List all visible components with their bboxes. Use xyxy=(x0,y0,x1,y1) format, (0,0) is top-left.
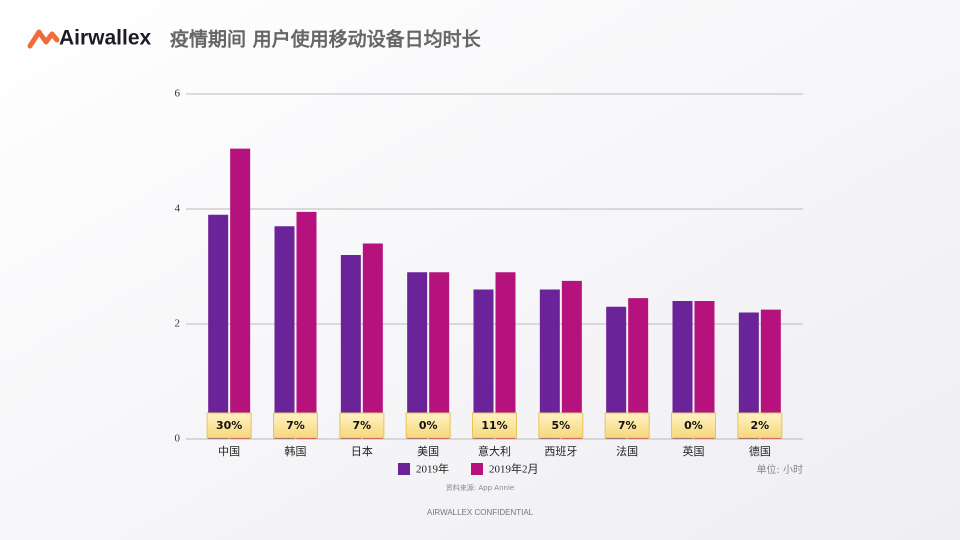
growth-box xyxy=(206,412,252,439)
bar xyxy=(672,301,693,439)
growth-box xyxy=(737,412,783,439)
growth-label: 7% xyxy=(618,419,637,432)
growth-label: 7% xyxy=(286,419,305,432)
bar xyxy=(340,255,361,439)
growth-box xyxy=(339,412,385,439)
legend-swatch xyxy=(398,463,410,475)
bar xyxy=(738,312,759,439)
x-tick-label: 韩国 xyxy=(285,444,307,458)
x-tick-label: 德国 xyxy=(749,444,771,458)
x-tick-label: 西班牙 xyxy=(544,445,577,458)
footer: AIRWALLEX CONFIDENTIAL xyxy=(427,508,534,517)
growth-label: 2% xyxy=(750,419,769,432)
growth-box xyxy=(671,412,716,439)
y-tick-label: 2 xyxy=(175,318,181,330)
bar xyxy=(495,272,516,439)
growth-label: 5% xyxy=(551,419,570,432)
bar xyxy=(362,243,383,439)
growth-box xyxy=(273,412,318,439)
x-tick-label: 英国 xyxy=(683,444,705,458)
growth-label: 0% xyxy=(419,419,438,432)
growth-box xyxy=(538,412,584,439)
chart-title: 疫情期间 用户使用移动设备日均时长 xyxy=(170,28,482,51)
x-tick-label: 中国 xyxy=(218,445,240,458)
x-tick-label: 日本 xyxy=(351,444,373,458)
legend-swatch xyxy=(471,463,483,475)
x-tick-label: 法国 xyxy=(616,444,638,458)
growth-label: 11% xyxy=(481,419,507,432)
growth-box xyxy=(604,412,650,439)
bar xyxy=(473,289,494,439)
growth-label: 30% xyxy=(216,419,242,432)
unit-note: 单位: 小时 xyxy=(756,463,803,476)
brand: Airwallex xyxy=(59,27,152,50)
bar xyxy=(296,211,317,439)
bar xyxy=(208,214,229,439)
bar xyxy=(606,306,627,439)
bar xyxy=(407,272,428,439)
growth-label: 0% xyxy=(684,419,703,432)
bar xyxy=(561,280,582,439)
bar xyxy=(760,309,781,439)
bar xyxy=(694,301,715,439)
logo-icon xyxy=(27,29,60,49)
growth-label: 7% xyxy=(352,419,371,432)
legend-label: 2019年2月 xyxy=(489,462,539,476)
source: 资料来源: App Annie xyxy=(446,483,514,492)
y-tick-label: 6 xyxy=(175,88,181,100)
bar xyxy=(539,289,560,439)
bar xyxy=(628,298,649,439)
growth-box xyxy=(405,412,451,439)
y-tick-label: 0 xyxy=(175,433,181,445)
x-tick-label: 美国 xyxy=(417,445,439,458)
bar xyxy=(230,148,251,439)
bar xyxy=(429,272,450,439)
y-tick-label: 4 xyxy=(175,203,181,215)
bar xyxy=(274,226,295,439)
legend-label: 2019年 xyxy=(416,462,449,476)
growth-box xyxy=(472,412,517,439)
x-tick-label: 意大利 xyxy=(478,444,511,458)
